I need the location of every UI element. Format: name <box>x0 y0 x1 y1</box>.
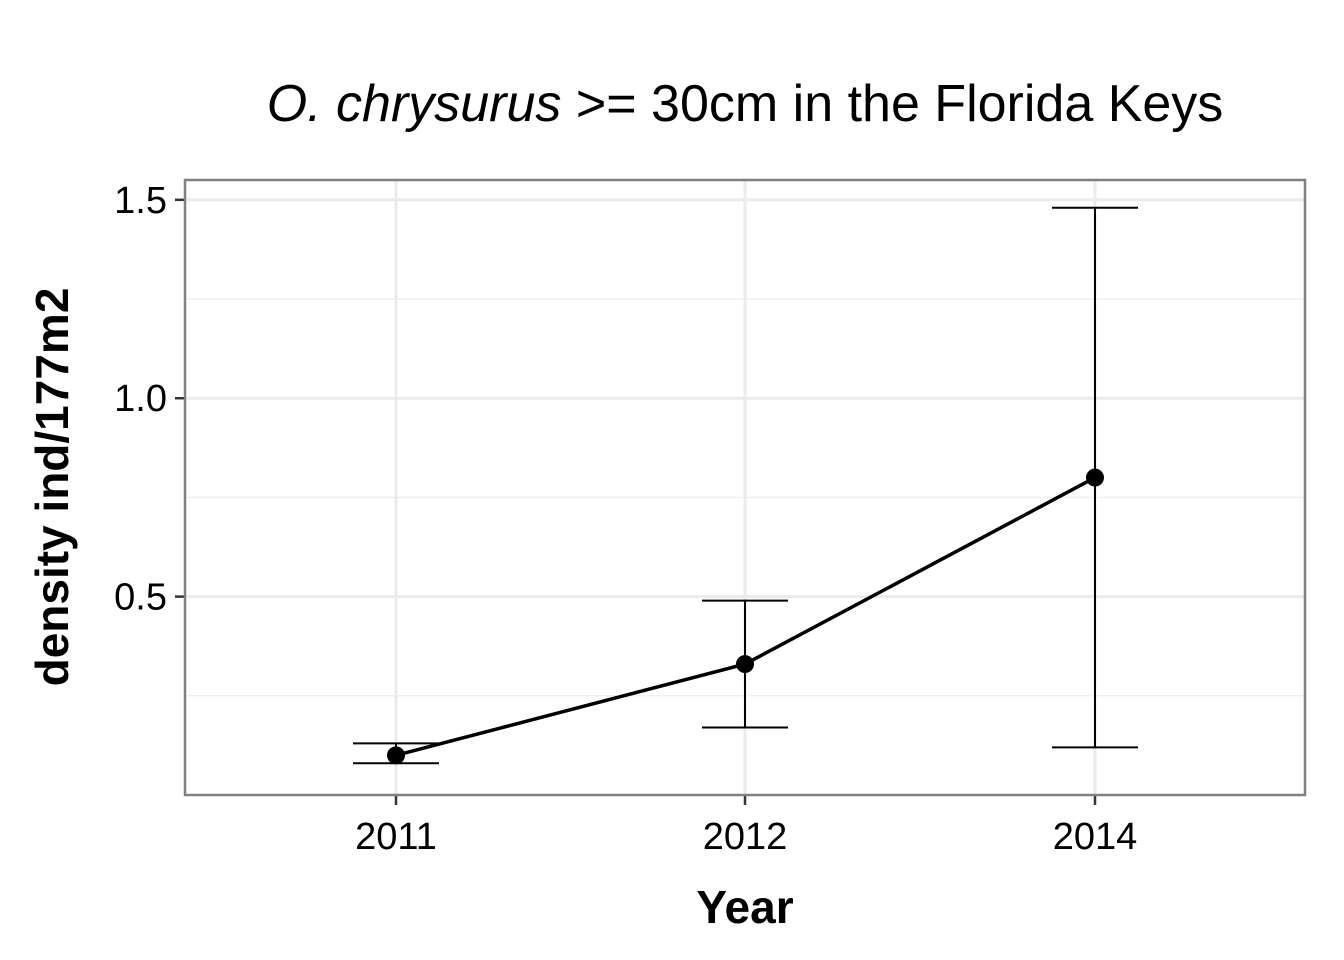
y-tick-label: 1.0 <box>114 378 167 420</box>
chart-title: O. chrysurus >= 30cm in the Florida Keys <box>267 75 1224 133</box>
chart-title-species: O. chrysurus <box>267 75 562 133</box>
y-tick-label: 0.5 <box>114 577 167 619</box>
x-axis-ticks: 2011 2012 2014 <box>355 795 1137 858</box>
data-point <box>736 655 754 674</box>
chart-title-rest: >= 30cm in the Florida Keys <box>561 75 1223 133</box>
series-line <box>387 468 1104 765</box>
y-axis-ticks: 0.5 1.0 1.5 <box>114 180 185 619</box>
x-tick-label: 2014 <box>1053 816 1138 858</box>
data-point <box>1086 468 1104 487</box>
x-axis-title: Year <box>696 881 793 933</box>
y-tick-label: 1.5 <box>114 180 167 222</box>
data-point <box>387 746 405 765</box>
plot-panel-border <box>183 178 1307 797</box>
y-axis-title: density ind/177m2 <box>26 288 78 687</box>
x-tick-label: 2012 <box>703 816 788 858</box>
x-tick-label: 2011 <box>355 816 437 858</box>
